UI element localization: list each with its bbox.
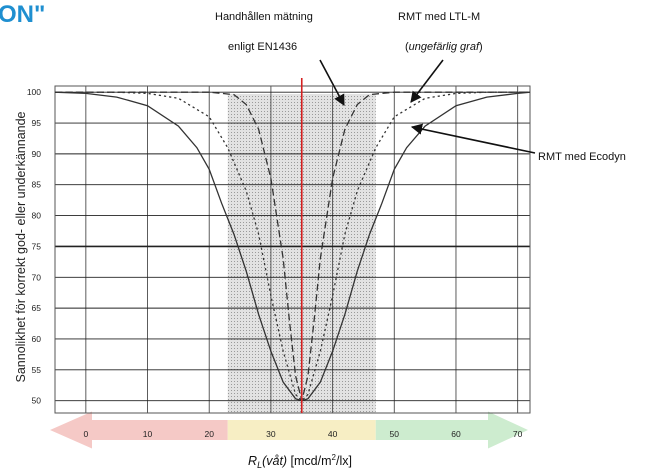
- x-axis-label-unit-end: /lx]: [336, 454, 352, 468]
- x-axis-label-subscript: L: [257, 460, 262, 470]
- annotation-handheld-arrow: [319, 59, 345, 106]
- y-tick-label-90: 90: [32, 149, 42, 159]
- x-tick-label-0: 0: [83, 429, 88, 439]
- annotation-handheld-line1: Handhållen mätning: [215, 11, 313, 23]
- x-axis-label-symbol: R: [248, 454, 257, 468]
- y-tick-labels: 50 55 60 65 70 75 80 85 90 95 100: [27, 87, 41, 405]
- x-tick-label-50: 50: [390, 429, 400, 439]
- y-tick-label-70: 70: [32, 272, 42, 282]
- x-axis-label-unit: [mcd/m: [287, 454, 331, 468]
- y-tick-label-95: 95: [32, 118, 42, 128]
- x-axis-label-qualifier: (våt): [262, 454, 287, 468]
- corner-title-fragment: ON": [0, 1, 45, 28]
- y-axis-label: Sannolikhet för korrekt god- eller under…: [14, 111, 28, 382]
- annotation-ltlm-note: (ungefärlig graf): [405, 41, 483, 53]
- x-tick-label-30: 30: [266, 429, 276, 439]
- x-tick-label-40: 40: [328, 429, 338, 439]
- zone-arrow-red: [50, 411, 228, 449]
- x-tick-label-60: 60: [451, 429, 461, 439]
- y-tick-label-55: 55: [32, 365, 42, 375]
- annotation-ltlm-arrow: [410, 59, 444, 103]
- y-tick-label-80: 80: [32, 211, 42, 221]
- y-tick-label-75: 75: [32, 241, 42, 251]
- zone-bar-yellow: [227, 420, 376, 440]
- series-line-1: [55, 91, 530, 402]
- annotation-ltlm-note-text: ungefärlig graf: [409, 41, 480, 53]
- zone-arrows: [50, 411, 528, 449]
- y-tick-label-60: 60: [32, 334, 42, 344]
- x-tick-labels: 0 10 20 30 40 50 60 70: [83, 429, 522, 439]
- annotation-ecodyn-label: RMT med Ecodyn: [538, 151, 626, 163]
- y-tick-label-65: 65: [32, 303, 42, 313]
- y-tick-label-50: 50: [32, 396, 42, 406]
- y-tick-label-85: 85: [32, 180, 42, 190]
- x-tick-label-70: 70: [513, 429, 523, 439]
- annotation-handheld-line2: enligt EN1436: [228, 41, 297, 53]
- zone-arrow-green: [375, 411, 528, 449]
- annotation-ecodyn-arrow: [410, 123, 536, 154]
- plot-frame: [54, 85, 531, 414]
- annotation-ltlm: RMT med LTL-M (ungefärlig graf): [398, 11, 483, 103]
- annotation-ltlm-line1: RMT med LTL-M: [398, 11, 480, 23]
- x-axis-label: RL(våt) [mcd/m2/lx]: [248, 453, 352, 470]
- x-tick-label-20: 20: [204, 429, 214, 439]
- x-axis-label-superscript: 2: [332, 453, 337, 462]
- x-tick-label-10: 10: [143, 429, 153, 439]
- y-tick-label-100: 100: [27, 87, 41, 97]
- annotation-handheld: Handhållen mätning enligt EN1436: [215, 11, 345, 106]
- annotation-ecodyn: RMT med Ecodyn: [410, 123, 626, 163]
